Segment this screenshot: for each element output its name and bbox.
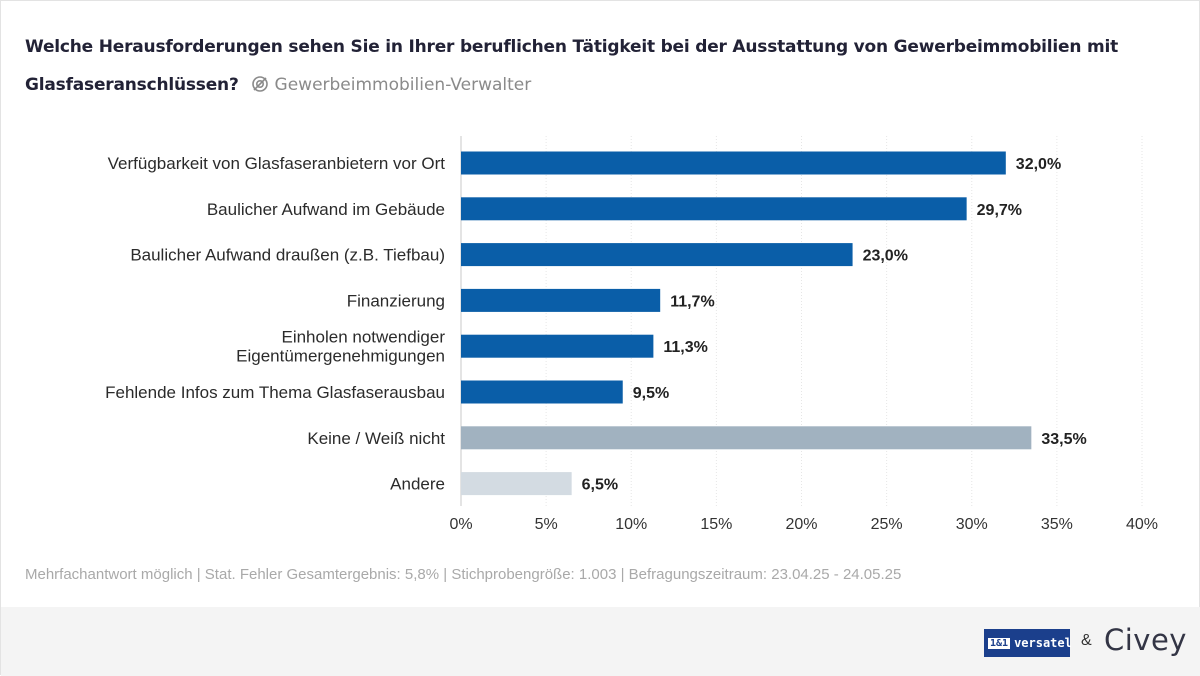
category-label: Keine / Weiß nicht	[307, 429, 445, 448]
versatel-logo: 1&1 versatel	[984, 629, 1072, 657]
civey-logo: Civey	[1104, 623, 1187, 657]
question-text: Welche Herausforderungen sehen Sie in Ih…	[25, 37, 1119, 95]
x-tick-label: 0%	[449, 516, 472, 533]
value-label: 29,7%	[977, 202, 1022, 219]
category-label: Baulicher Aufwand im Gebäude	[207, 200, 445, 219]
category-label: Eigentümergenehmigungen	[236, 347, 445, 366]
category-label: Verfügbarkeit von Glasfaseranbietern vor…	[108, 154, 446, 173]
x-tick-label: 5%	[535, 516, 558, 533]
x-tick-label: 30%	[956, 516, 988, 533]
category-label: Finanzierung	[347, 291, 445, 310]
subtitle-text: Gewerbeimmobilien-Verwalter	[274, 75, 532, 95]
value-label: 23,0%	[863, 248, 908, 265]
value-label: 11,3%	[663, 339, 707, 356]
chart-title: Welche Herausforderungen sehen Sie in Ih…	[25, 28, 1175, 107]
x-tick-label: 40%	[1126, 516, 1158, 533]
bar	[461, 472, 572, 496]
bar	[461, 334, 654, 358]
footer: 1&1 versatel & Civey	[1, 607, 1200, 676]
bar	[461, 288, 661, 312]
value-label: 32,0%	[1016, 156, 1061, 173]
bar-chart: 0% 5% 10% 15% 20% 25% 30% 35% 40% Verfügbarkeit v…	[105, 136, 1158, 533]
ampersand: &	[1081, 632, 1092, 649]
value-label: 6,5%	[582, 477, 618, 494]
category-label: Baulicher Aufwand draußen (z.B. Tiefbau)	[130, 246, 445, 265]
bar	[461, 243, 853, 267]
bar	[461, 197, 967, 221]
bar	[461, 380, 623, 404]
category-label: Fehlende Infos zum Thema Glasfaserausbau	[105, 383, 445, 402]
value-label: 9,5%	[633, 385, 669, 402]
bar	[461, 426, 1032, 450]
category-label: Andere	[390, 475, 445, 494]
x-tick-label: 25%	[871, 516, 903, 533]
x-tick-label: 15%	[700, 516, 732, 533]
versatel-logo-tag: 1&1	[988, 637, 1011, 649]
value-label: 33,5%	[1041, 431, 1086, 448]
versatel-logo-text: versatel	[1014, 636, 1072, 650]
x-tick-label: 10%	[615, 516, 647, 533]
value-label: 11,7%	[670, 293, 714, 310]
target-group-icon	[251, 69, 269, 107]
x-tick-label: 20%	[785, 516, 817, 533]
bar	[461, 151, 1006, 175]
x-tick-label: 35%	[1041, 516, 1073, 533]
category-label: Einholen notwendiger	[281, 328, 445, 347]
subtitle: Gewerbeimmobilien-Verwalter	[251, 75, 532, 95]
footnote: Mehrfachantwort möglich | Stat. Fehler G…	[25, 566, 902, 583]
